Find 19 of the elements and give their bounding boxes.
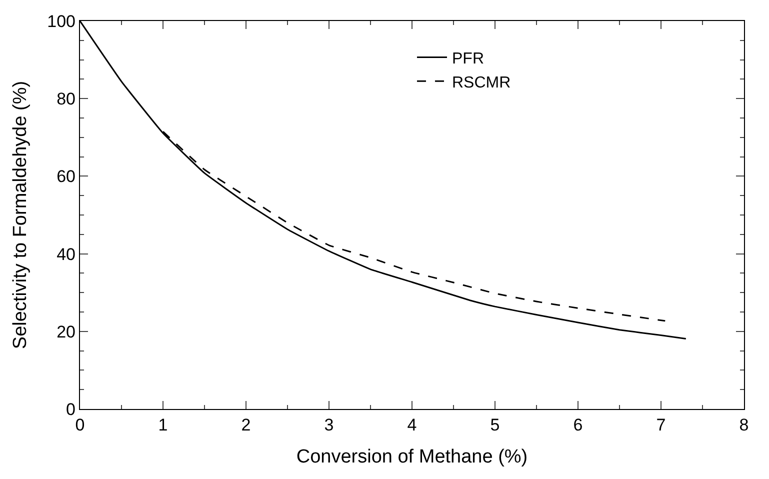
y-tick-label: 40 xyxy=(56,244,76,264)
legend-label: PFR xyxy=(452,50,484,68)
y-axis-title: Selectivity to Formaldehyde (%) xyxy=(10,80,31,350)
x-tick-label: 3 xyxy=(324,416,334,434)
x-tick-label: 2 xyxy=(241,416,251,434)
x-tick-label: 6 xyxy=(573,416,583,434)
y-tick-label: 100 xyxy=(47,12,76,31)
x-tick-label: 8 xyxy=(739,416,749,434)
x-tick-label: 4 xyxy=(407,416,417,434)
y-tick-label: 0 xyxy=(66,400,76,419)
legend-label: RSCMR xyxy=(452,74,511,92)
y-tick-label: 20 xyxy=(56,322,76,342)
x-axis-title: Conversion of Methane (%) xyxy=(296,446,528,468)
y-tick-label: 80 xyxy=(56,90,76,109)
line-series xyxy=(162,130,666,322)
x-tick-label: 5 xyxy=(490,416,500,434)
y-tick-label: 60 xyxy=(56,167,76,186)
x-tick-label: 1 xyxy=(158,416,168,434)
x-tick-label: 7 xyxy=(656,416,666,434)
